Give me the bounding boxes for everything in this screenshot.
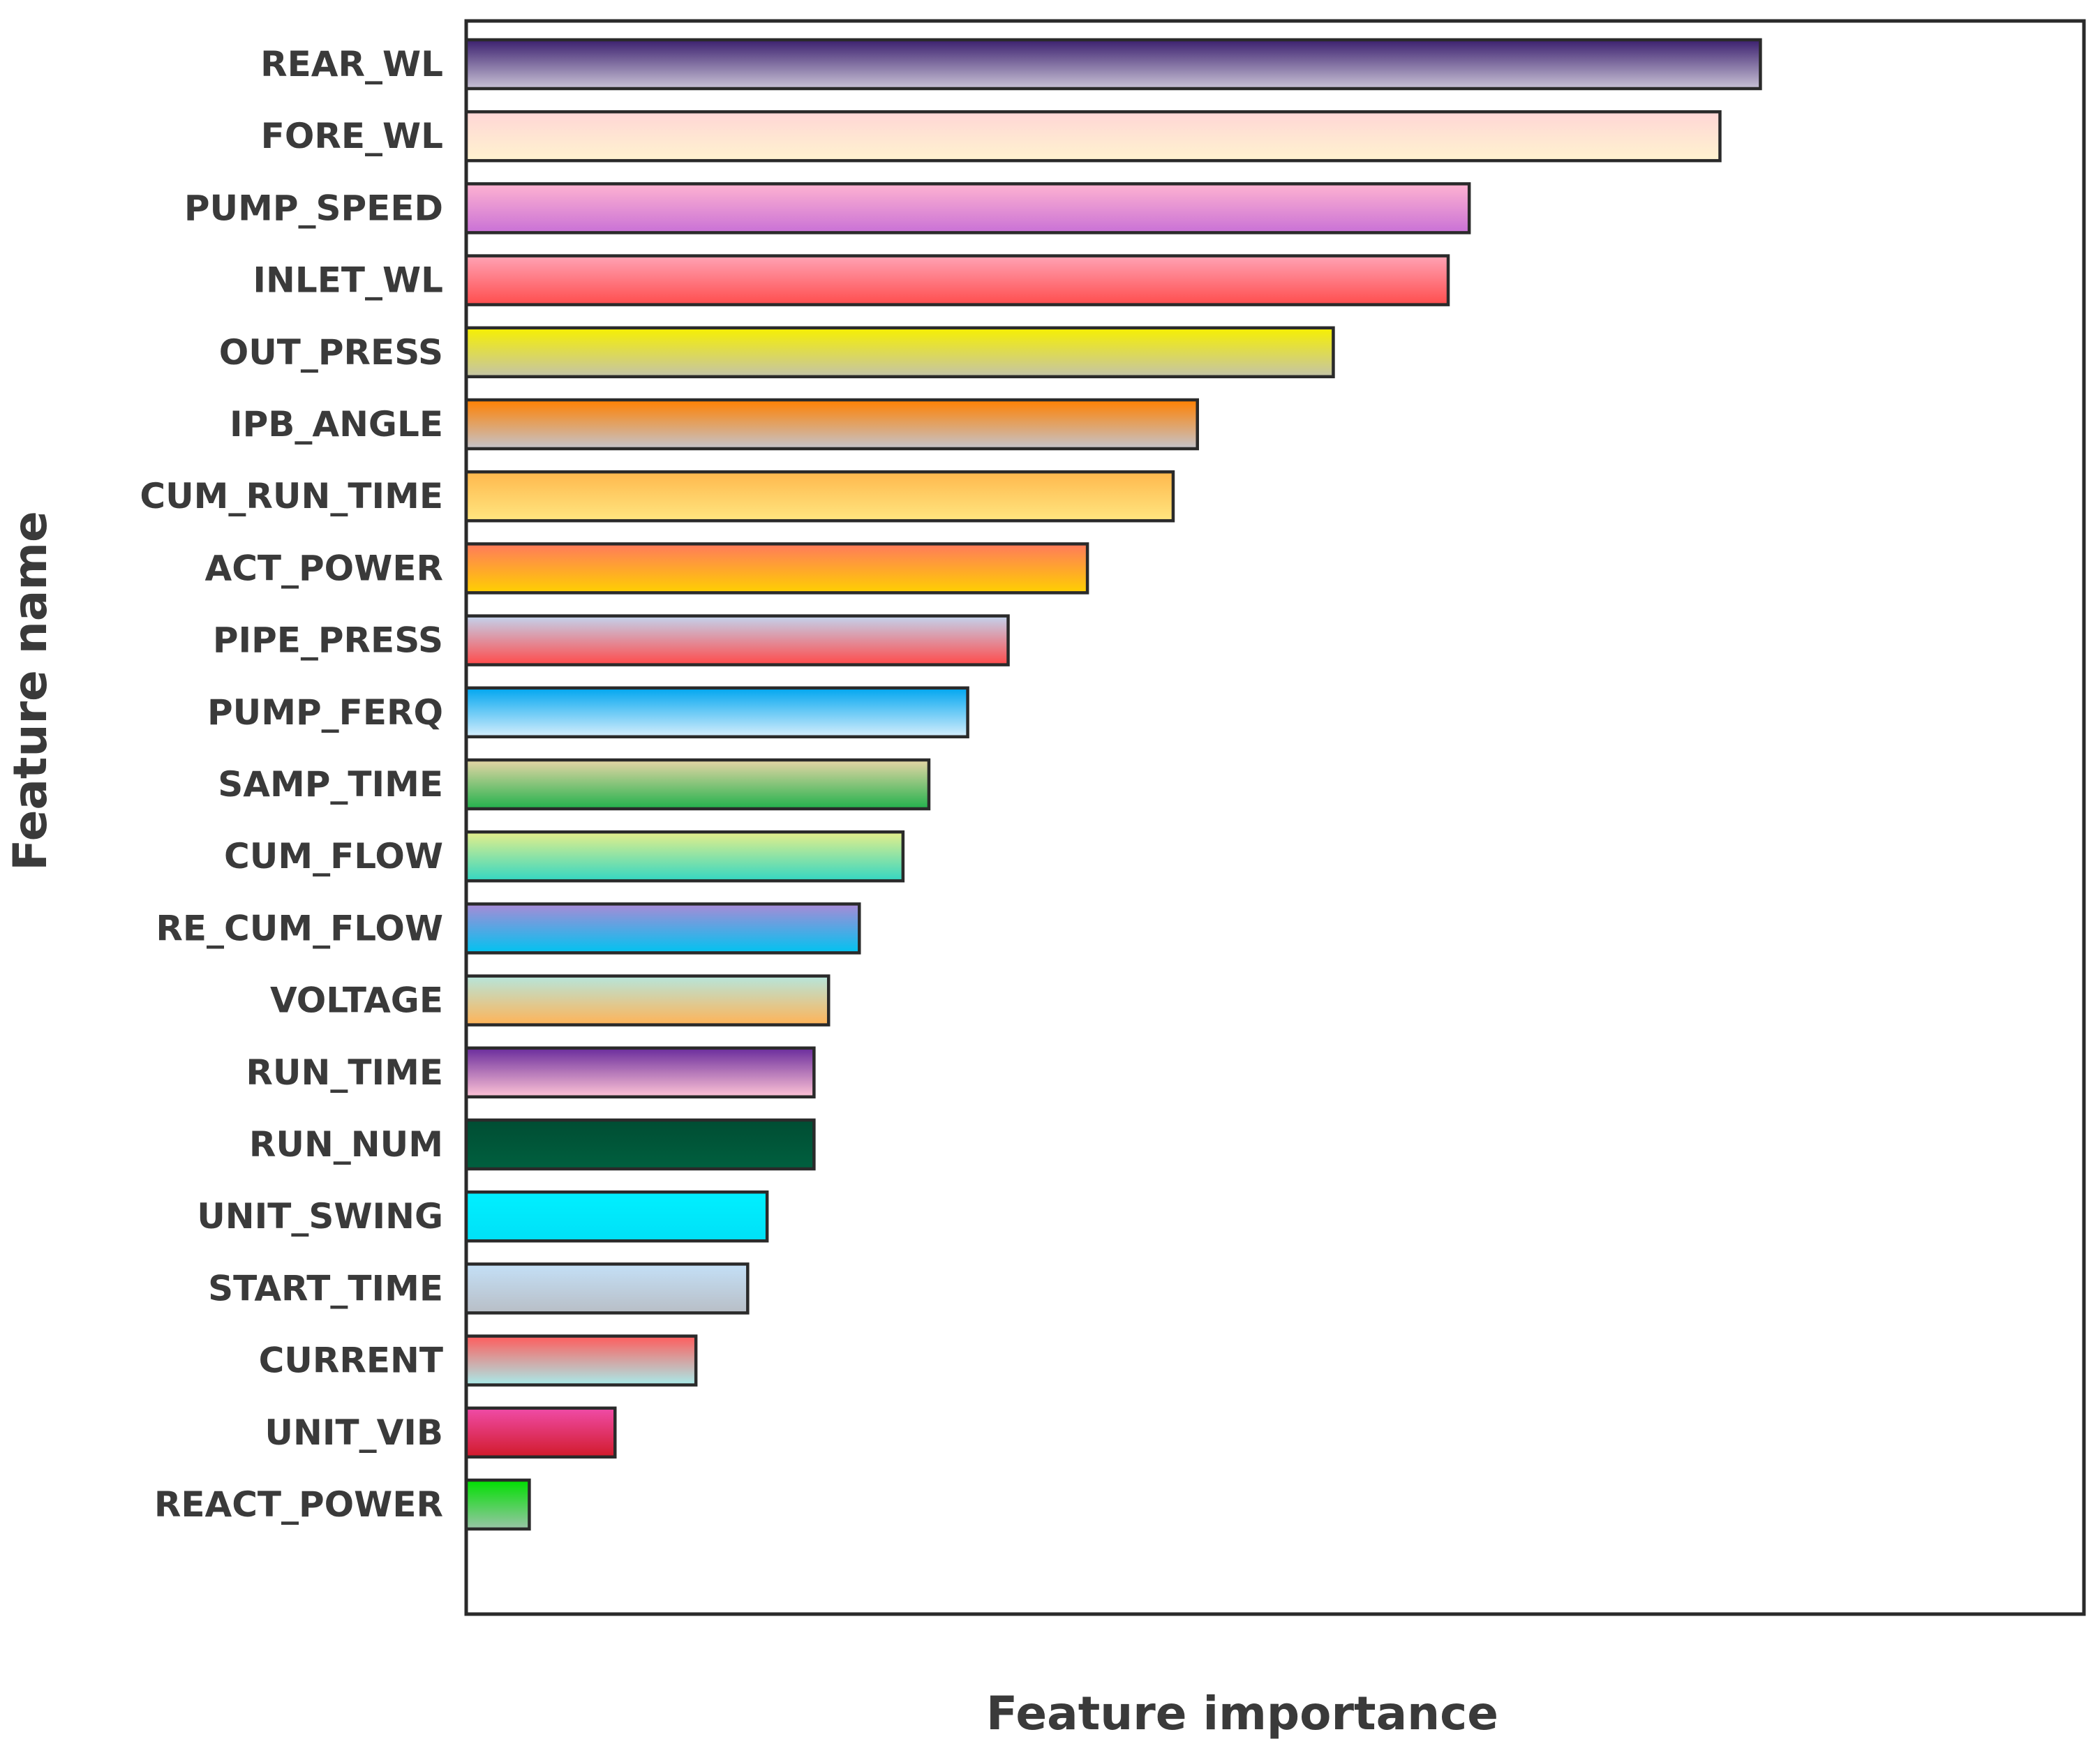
tick-label-pipe-press: PIPE_PRESS: [213, 620, 443, 661]
bar-voltage: [464, 974, 831, 1027]
tick-label-samp-time: SAMP_TIME: [218, 764, 443, 805]
bar-inlet-wl: [464, 254, 1450, 306]
tick-label-voltage: VOLTAGE: [270, 980, 443, 1021]
bar-pump-speed: [464, 182, 1471, 234]
tick-label-ipb-angle: IPB_ANGLE: [230, 404, 443, 445]
bar-out-press: [464, 326, 1335, 379]
bar-re-cum-flow: [464, 902, 861, 955]
tick-label-pump-ferq: PUMP_FERQ: [207, 692, 443, 733]
tick-label-current: CURRENT: [259, 1341, 443, 1381]
tick-label-act-power: ACT_POWER: [205, 548, 443, 588]
bar-current: [464, 1334, 698, 1387]
bar-react-power: [464, 1478, 531, 1531]
bar-run-time: [464, 1046, 816, 1099]
tick-label-cum-run-time: CUM_RUN_TIME: [140, 476, 443, 516]
tick-label-start-time: START_TIME: [208, 1268, 443, 1308]
tick-labels-group: REAR_WL FORE_WL PUMP_SPEED INLET_WL OUT_PRES…: [140, 44, 443, 1525]
bar-cum-flow: [464, 830, 905, 883]
bar-run-num: [464, 1118, 816, 1171]
bar-fore-wl: [464, 110, 1722, 163]
tick-label-react-power: REACT_POWER: [154, 1484, 443, 1525]
bars-group: [464, 38, 1762, 1531]
bar-start-time: [464, 1262, 750, 1315]
bar-pipe-press: [464, 614, 1010, 666]
bar-pump-ferq: [464, 686, 969, 739]
bar-act-power: [464, 542, 1089, 595]
bar-cum-run-time: [464, 470, 1175, 523]
tick-label-run-time: RUN_TIME: [246, 1052, 443, 1093]
bar-unit-vib: [464, 1406, 617, 1459]
tick-label-cum-flow: CUM_FLOW: [224, 836, 443, 876]
tick-label-unit-vib: UNIT_VIB: [265, 1412, 443, 1453]
bar-ipb-angle: [464, 398, 1199, 451]
tick-label-fore-wl: FORE_WL: [261, 116, 443, 156]
bar-samp-time: [464, 758, 931, 811]
tick-label-inlet-wl: INLET_WL: [253, 260, 443, 301]
tick-label-pump-speed: PUMP_SPEED: [184, 188, 443, 228]
bar-unit-swing: [464, 1190, 769, 1243]
x-axis-label: Feature importance: [986, 1687, 1498, 1740]
bar-rear-wl: [464, 38, 1762, 91]
tick-label-unit-swing: UNIT_SWING: [197, 1196, 443, 1237]
tick-label-re-cum-flow: RE_CUM_FLOW: [156, 908, 443, 948]
tick-label-rear-wl: REAR_WL: [260, 44, 443, 84]
tick-label-run-num: RUN_NUM: [249, 1124, 443, 1165]
y-axis-label: Feature name: [3, 511, 57, 871]
tick-label-out-press: OUT_PRESS: [219, 332, 443, 373]
